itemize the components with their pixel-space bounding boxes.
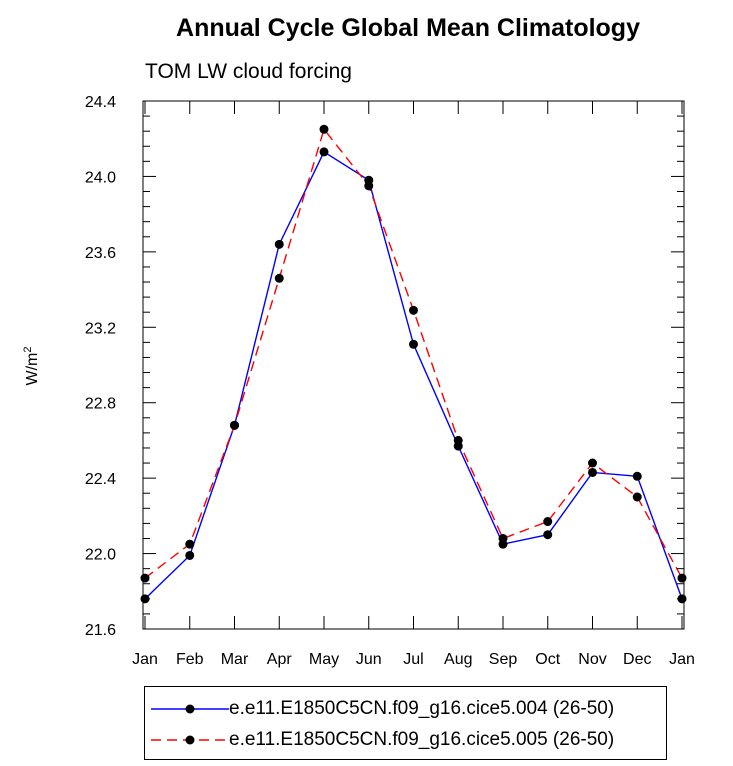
legend-swatch-1 [151,704,229,714]
series-2-point [185,539,195,549]
series-2-point [409,305,418,315]
series-line-2 [144,127,683,579]
y-tick-label: 24.0 [85,169,116,186]
x-tick-label: Aug [444,651,472,668]
y-tick-label: 24.4 [85,94,116,111]
axis-ticks [143,100,684,630]
chart-subtitle: TOM LW cloud forcing [145,60,352,83]
series-2-point [588,458,597,468]
x-tick-label: May [309,651,339,668]
y-tick-label: 22.8 [85,396,116,413]
series-2-point [632,492,642,502]
x-tick-label: Oct [535,651,560,668]
plot-frame [142,100,685,630]
y-tick-label: 23.6 [85,245,116,262]
y-tick-label: 22.4 [85,471,116,488]
x-tick-label: Jan [132,651,158,668]
series-2-point [230,420,239,430]
x-tick-label: Dec [623,651,651,668]
series-2-point [364,181,374,191]
x-tick-label: Jul [403,651,423,668]
series-2-point [453,435,463,445]
series-2-point [319,124,329,134]
legend-label-2: e.e11.E1850C5CN.f09_g16.cice5.005 (26-50… [229,729,615,750]
x-tick-label: Jan [669,651,695,668]
plot-content [140,124,687,604]
y-tick-label: 21.6 [85,622,116,639]
series-2-point [498,533,508,543]
series-1-point [632,471,642,481]
x-tick-label: Nov [578,651,606,668]
x-tick-label: Feb [176,651,204,668]
legend-label-1: e.e11.E1850C5CN.f09_g16.cice5.004 (26-50… [229,698,615,719]
tick-labels: Jan Feb Mar Apr May Jun Jul Aug Sep Oct Nov Dec Jan 2… [85,94,695,668]
x-tick-label: Sep [489,651,518,668]
series-1-point [274,239,284,249]
legend-entry-2: e.e11.E1850C5CN.f09_g16.cice5.005 (26-50… [145,725,666,755]
x-tick-label: Mar [221,651,249,668]
series-1-point [185,550,195,560]
series-2-point [274,273,284,283]
series-1-point [588,467,597,477]
series-2-point [140,573,150,583]
x-tick-label: Jun [356,651,382,668]
chart-title: Annual Cycle Global Mean Climatology [176,14,640,42]
y-tick-label: 23.2 [85,320,116,337]
legend-swatch-2 [151,735,229,745]
x-tick-label: Apr [267,651,293,668]
series-1-point [319,147,329,157]
series-1-point [543,530,553,540]
legend: e.e11.E1850C5CN.f09_g16.cice5.004 (26-50… [144,686,667,760]
series-1-point [409,339,418,349]
y-tick-label: 22.0 [85,547,116,564]
series-2-point [677,573,687,583]
series-line-1 [144,150,683,600]
legend-entry-1: e.e11.E1850C5CN.f09_g16.cice5.004 (26-50… [145,694,666,724]
series-2-point [543,517,553,527]
